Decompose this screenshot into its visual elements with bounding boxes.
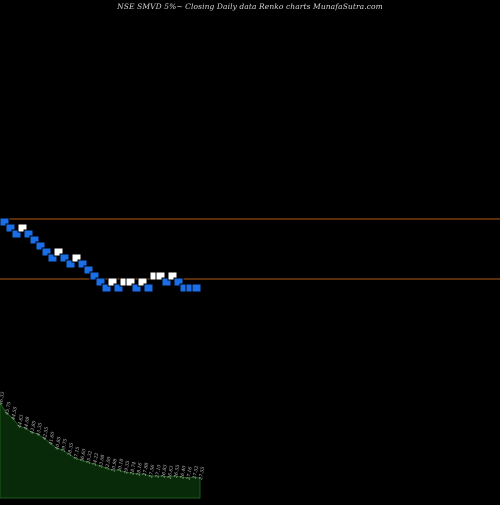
volume-label: 30.98 bbox=[111, 458, 119, 472]
volume-label: 42.55 bbox=[42, 426, 50, 441]
volume-label: 46.33 bbox=[0, 391, 6, 406]
renko-brick-down bbox=[131, 283, 142, 293]
volume-label: 34.22 bbox=[92, 452, 100, 466]
renko-brick-down bbox=[95, 277, 106, 287]
renko-brick-down bbox=[59, 253, 70, 263]
renko-brick-down bbox=[89, 271, 100, 281]
volume-label: 44.63 bbox=[17, 414, 25, 429]
volume-label: 32.00 bbox=[104, 456, 112, 470]
renko-brick-up bbox=[71, 253, 82, 263]
volume-label: 37.15 bbox=[73, 446, 81, 460]
renko-brick-down bbox=[191, 283, 202, 293]
volume-label: 27.52 bbox=[192, 465, 200, 480]
renko-brick-down bbox=[77, 259, 88, 269]
volume-label: 39.75 bbox=[61, 438, 69, 452]
volume-label: 27.10 bbox=[154, 464, 162, 479]
renko-brick-down bbox=[113, 283, 124, 293]
renko-brick-down bbox=[29, 235, 40, 245]
renko-brick-up bbox=[107, 277, 118, 287]
volume-label: 30.18 bbox=[117, 458, 125, 472]
volume-label: 35.32 bbox=[86, 450, 94, 464]
renko-brick-down bbox=[35, 241, 46, 251]
volume-label: 29.35 bbox=[123, 460, 131, 475]
volume-label: 26.40 bbox=[179, 465, 187, 480]
volume-label: 40.85 bbox=[54, 436, 62, 451]
volume-label: 28.74 bbox=[129, 461, 137, 476]
renko-brick-up bbox=[125, 277, 136, 287]
renko-brick-up bbox=[155, 271, 166, 281]
renko-brick-down bbox=[47, 253, 58, 263]
renko-brick-up bbox=[53, 247, 64, 257]
volume-label: 44.08 bbox=[23, 416, 31, 431]
renko-brick-down bbox=[83, 265, 94, 275]
renko-brick-down bbox=[41, 247, 52, 257]
renko-brick-down bbox=[23, 229, 34, 239]
volume-label: 41.60 bbox=[48, 431, 56, 446]
volume-label: 27.56 bbox=[148, 464, 156, 479]
volume-label: 26.55 bbox=[173, 464, 181, 479]
renko-brick-up bbox=[167, 271, 178, 281]
renko-brick-up bbox=[17, 223, 28, 233]
renko-brick-down bbox=[0, 217, 10, 227]
volume-label: 43.85 bbox=[29, 420, 37, 435]
volume-label: 26.63 bbox=[167, 465, 175, 480]
renko-brick-down bbox=[173, 277, 184, 287]
renko-brick-down bbox=[65, 259, 76, 269]
renko-brick-up bbox=[137, 277, 148, 287]
volume-label: 27.16 bbox=[185, 466, 193, 481]
volume-area bbox=[0, 402, 201, 499]
volume-label: 44.55 bbox=[10, 406, 18, 421]
volume-label: 28.16 bbox=[135, 462, 143, 477]
volume-label: 27.55 bbox=[198, 466, 206, 481]
volume-label: 26.83 bbox=[160, 464, 168, 479]
renko-brick-down bbox=[11, 229, 22, 239]
volume-label: 33.08 bbox=[98, 454, 106, 468]
volume-label: 45.75 bbox=[4, 401, 12, 416]
renko-brick-down bbox=[143, 283, 154, 293]
volume-label: 38.35 bbox=[67, 442, 75, 456]
renko-brick-down bbox=[101, 283, 112, 293]
volume-label: 43.35 bbox=[35, 422, 43, 437]
volume-label: 27.88 bbox=[142, 462, 150, 477]
renko-brick-down bbox=[161, 277, 172, 287]
renko-brick-down bbox=[5, 223, 16, 233]
volume-label: 36.60 bbox=[79, 448, 87, 462]
chart-title: NSE SMVD 5%~ Closing Daily data Renko ch… bbox=[117, 2, 383, 11]
